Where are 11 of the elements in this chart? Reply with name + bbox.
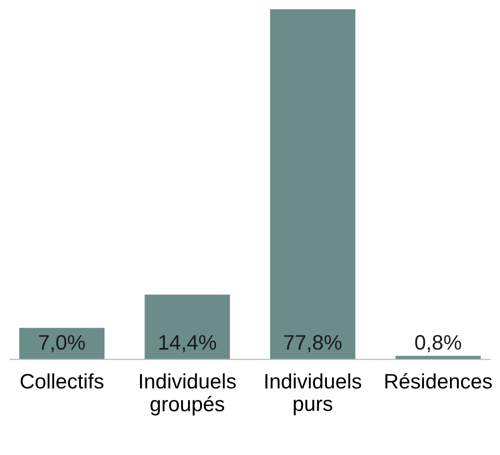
- x-tick-label: Individuels groupés: [140, 373, 236, 416]
- data-label: 77,8%: [284, 335, 342, 352]
- bar: [270, 9, 356, 360]
- data-label: 0,8%: [415, 335, 462, 352]
- x-tick-label: Collectifs: [20, 373, 104, 389]
- x-tick-label: Résidences: [385, 373, 492, 389]
- x-tick-label: Individuels purs: [265, 373, 362, 416]
- data-label: 7,0%: [39, 335, 85, 352]
- data-label: 14,4%: [159, 335, 216, 352]
- bar: [144, 294, 230, 360]
- bar: [19, 328, 105, 360]
